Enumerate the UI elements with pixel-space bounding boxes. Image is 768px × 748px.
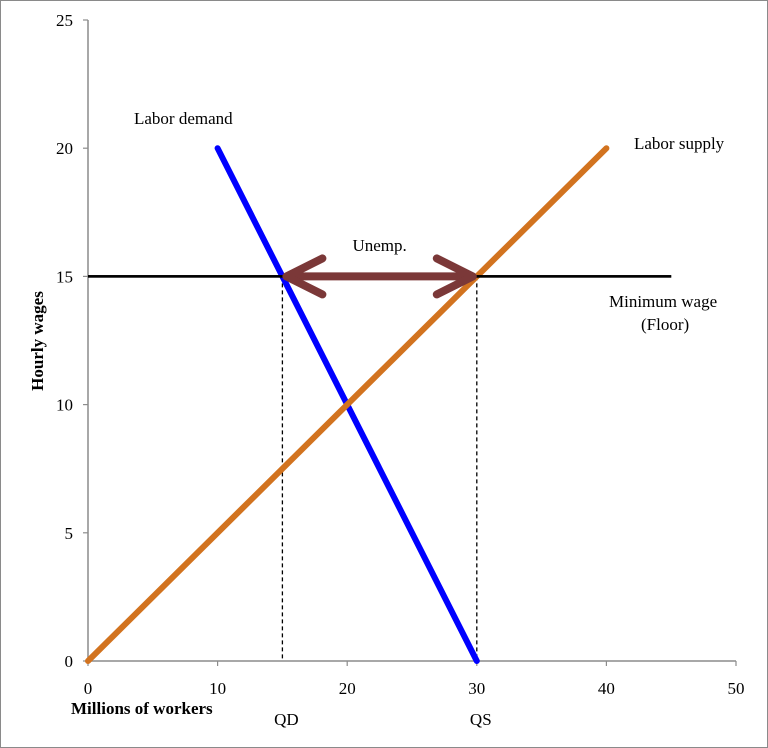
y-tick-label: 0 (65, 652, 74, 671)
x-tick-label: 30 (468, 679, 485, 698)
y-tick-label: 20 (56, 139, 73, 158)
labor-supply-label: Labor supply (634, 134, 725, 153)
qs-label: QS (470, 710, 492, 729)
x-tick-label: 40 (598, 679, 615, 698)
unemployment-arrow-left-head (282, 254, 327, 299)
labor-supply-line (85, 145, 610, 664)
x-tick-label: 50 (728, 679, 745, 698)
y-tick-label: 10 (56, 396, 73, 415)
y-tick-label: 5 (65, 524, 74, 543)
x-axis-label: Millions of workers (71, 699, 213, 718)
minimum-wage-label: Minimum wage (609, 292, 717, 311)
x-tick-label: 20 (339, 679, 356, 698)
x-tick-label: 0 (84, 679, 93, 698)
labor-demand-label: Labor demand (134, 109, 233, 128)
y-axis-label: Hourly wages (28, 291, 47, 391)
qd-label: QD (274, 710, 299, 729)
unemployment-arrow-right-head (432, 254, 477, 299)
y-tick-label: 15 (56, 267, 73, 286)
y-tick-label: 25 (56, 11, 73, 30)
minimum-wage-floor-label: (Floor) (641, 315, 689, 334)
unemployment-label: Unemp. (352, 236, 406, 255)
x-tick-label: 10 (209, 679, 226, 698)
